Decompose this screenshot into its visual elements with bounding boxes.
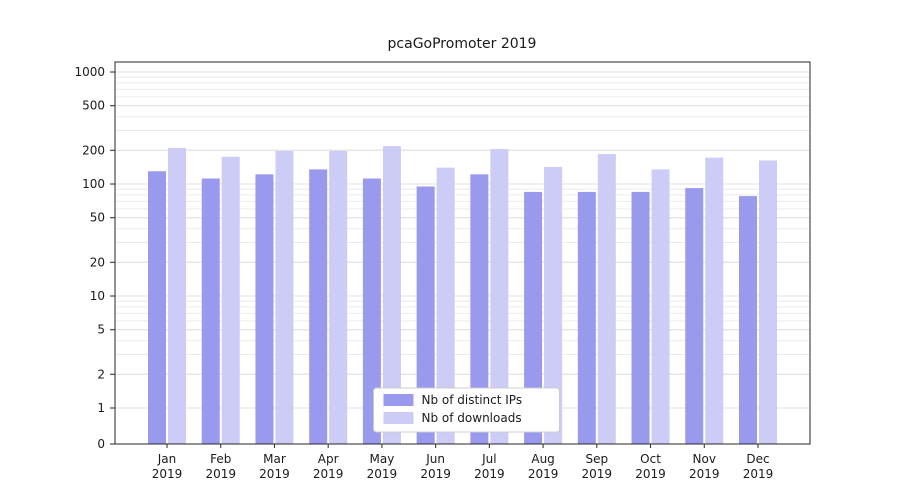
bar-ips-jan (148, 171, 166, 444)
y-tick-label: 2 (97, 367, 105, 381)
y-tick-label: 500 (82, 99, 105, 113)
bar-ips-aug (524, 191, 543, 444)
x-tick-label-month: Apr (318, 452, 339, 466)
y-tick-label: 0 (97, 437, 105, 451)
bar-downloads-mar (275, 151, 294, 444)
y-tick-label: 1 (97, 401, 105, 415)
x-tick-label-year: 2019 (313, 467, 344, 481)
x-tick-label-year: 2019 (635, 467, 666, 481)
legend-box (373, 387, 560, 433)
x-tick-label-year: 2019 (205, 467, 236, 481)
bar-downloads-dec (759, 160, 777, 445)
y-tick-label: 1000 (74, 65, 105, 79)
bar-ips-oct (631, 191, 650, 444)
x-tick-label-month: Dec (746, 452, 769, 466)
legend-swatch (383, 412, 414, 424)
x-tick-label-year: 2019 (259, 467, 290, 481)
x-tick-label-month: Nov (693, 452, 716, 466)
bar-ips-dec (739, 196, 757, 444)
x-tick-label-year: 2019 (474, 467, 505, 481)
x-tick-label-year: 2019 (152, 467, 183, 481)
bar-ips-apr (309, 169, 328, 444)
x-tick-label-year: 2019 (582, 467, 613, 481)
legend-label: Nb of downloads (422, 411, 522, 425)
x-tick-label-month: Jun (425, 452, 445, 466)
y-tick-label: 20 (90, 255, 105, 269)
y-tick-label: 10 (90, 289, 105, 303)
bar-ips-feb (201, 178, 220, 444)
bar-downloads-jun (436, 167, 455, 444)
bar-ips-sep (577, 191, 596, 444)
bar-ips-jul (470, 174, 489, 444)
bar-downloads-may (382, 146, 401, 444)
bar-ips-may (362, 178, 381, 444)
bar-ips-nov (685, 188, 704, 444)
x-tick-label-month: Sep (586, 452, 609, 466)
y-tick-label: 5 (97, 323, 105, 337)
bars (148, 146, 777, 445)
bar-downloads-jul (490, 149, 509, 445)
bar-downloads-apr (329, 151, 348, 444)
x-tick-label-month: Jul (481, 452, 496, 466)
legend-swatch (383, 394, 414, 406)
y-tick-label: 50 (90, 211, 105, 225)
bar-ips-jun (416, 186, 435, 445)
bar-downloads-jan (168, 147, 186, 444)
x-tick-label-year: 2019 (420, 467, 451, 481)
x-tick-label-month: May (370, 452, 395, 466)
plot-border (114, 61, 811, 445)
bar-downloads-oct (651, 169, 670, 444)
y-tick-label: 100 (82, 177, 105, 191)
chart-title: pcaGoPromoter 2019 (388, 36, 537, 52)
x-axis: Jan2019Feb2019Mar2019Apr2019May2019Jun20… (152, 444, 774, 481)
legend: Nb of distinct IPs Nb of downloads (373, 387, 560, 433)
bar-downloads-nov (705, 157, 724, 444)
x-tick-label-month: Jan (157, 452, 177, 466)
x-tick-label-year: 2019 (689, 467, 720, 481)
bar-ips-mar (255, 174, 274, 444)
y-axis: 0 1 2 5 10 20 50 100 200 500 1000 (74, 65, 115, 451)
x-tick-label-month: Mar (263, 452, 286, 466)
bar-downloads-feb (221, 156, 240, 445)
x-tick-label-month: Aug (531, 452, 554, 466)
x-tick-label-month: Feb (210, 452, 231, 466)
plot-area: 01251020501002005001000Jan2019Feb2019Mar… (74, 61, 811, 481)
x-tick-label-year: 2019 (743, 467, 774, 481)
bar-downloads-sep (597, 154, 616, 444)
y-tick-label: 200 (82, 143, 105, 157)
x-tick-label-month: Oct (640, 452, 661, 466)
legend-label: Nb of distinct IPs (422, 393, 523, 407)
bar-downloads-aug (544, 166, 563, 444)
x-tick-label-year: 2019 (367, 467, 398, 481)
x-tick-label-year: 2019 (528, 467, 559, 481)
